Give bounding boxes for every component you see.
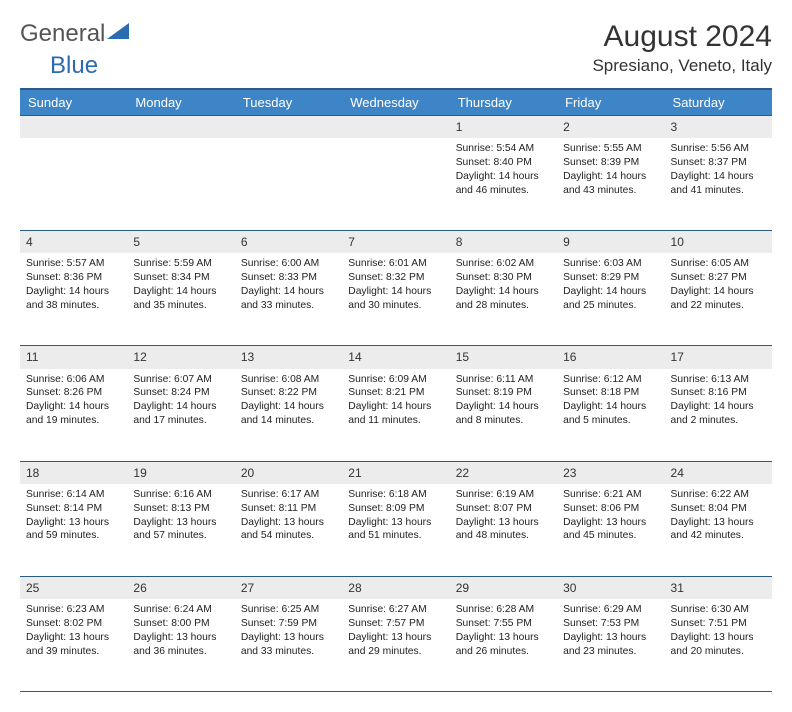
day-number bbox=[235, 116, 342, 139]
day-detail: Sunrise: 6:17 AM Sunset: 8:11 PM Dayligh… bbox=[235, 484, 342, 577]
day-number: 3 bbox=[665, 116, 772, 139]
col-saturday: Saturday bbox=[665, 89, 772, 116]
detail-row: Sunrise: 5:57 AM Sunset: 8:36 PM Dayligh… bbox=[20, 253, 772, 346]
day-number: 28 bbox=[342, 576, 449, 599]
weekday-header-row: Sunday Monday Tuesday Wednesday Thursday… bbox=[20, 89, 772, 116]
detail-row: Sunrise: 6:06 AM Sunset: 8:26 PM Dayligh… bbox=[20, 369, 772, 462]
day-number: 17 bbox=[665, 346, 772, 369]
logo: General bbox=[20, 20, 129, 48]
detail-row: Sunrise: 6:23 AM Sunset: 8:02 PM Dayligh… bbox=[20, 599, 772, 692]
day-number: 18 bbox=[20, 461, 127, 484]
day-number: 19 bbox=[127, 461, 234, 484]
day-number bbox=[127, 116, 234, 139]
day-detail: Sunrise: 6:29 AM Sunset: 7:53 PM Dayligh… bbox=[557, 599, 664, 692]
day-detail: Sunrise: 6:08 AM Sunset: 8:22 PM Dayligh… bbox=[235, 369, 342, 462]
day-detail: Sunrise: 5:56 AM Sunset: 8:37 PM Dayligh… bbox=[665, 138, 772, 231]
day-number bbox=[20, 116, 127, 139]
day-detail bbox=[235, 138, 342, 231]
day-detail: Sunrise: 6:25 AM Sunset: 7:59 PM Dayligh… bbox=[235, 599, 342, 692]
day-detail: Sunrise: 6:02 AM Sunset: 8:30 PM Dayligh… bbox=[450, 253, 557, 346]
day-detail: Sunrise: 6:03 AM Sunset: 8:29 PM Dayligh… bbox=[557, 253, 664, 346]
day-detail: Sunrise: 5:57 AM Sunset: 8:36 PM Dayligh… bbox=[20, 253, 127, 346]
day-detail: Sunrise: 6:18 AM Sunset: 8:09 PM Dayligh… bbox=[342, 484, 449, 577]
day-detail bbox=[342, 138, 449, 231]
day-number: 9 bbox=[557, 231, 664, 254]
day-detail: Sunrise: 6:16 AM Sunset: 8:13 PM Dayligh… bbox=[127, 484, 234, 577]
day-number: 21 bbox=[342, 461, 449, 484]
day-number: 6 bbox=[235, 231, 342, 254]
logo-text-1: General bbox=[20, 20, 105, 48]
day-number: 29 bbox=[450, 576, 557, 599]
day-detail: Sunrise: 6:07 AM Sunset: 8:24 PM Dayligh… bbox=[127, 369, 234, 462]
day-number: 5 bbox=[127, 231, 234, 254]
day-detail bbox=[20, 138, 127, 231]
day-number: 25 bbox=[20, 576, 127, 599]
day-number: 23 bbox=[557, 461, 664, 484]
day-detail: Sunrise: 6:21 AM Sunset: 8:06 PM Dayligh… bbox=[557, 484, 664, 577]
day-number: 8 bbox=[450, 231, 557, 254]
calendar: Sunday Monday Tuesday Wednesday Thursday… bbox=[20, 88, 772, 692]
daynum-row: 11121314151617 bbox=[20, 346, 772, 369]
month-title: August 2024 bbox=[592, 20, 772, 54]
day-detail: Sunrise: 6:13 AM Sunset: 8:16 PM Dayligh… bbox=[665, 369, 772, 462]
day-detail: Sunrise: 6:23 AM Sunset: 8:02 PM Dayligh… bbox=[20, 599, 127, 692]
day-number: 12 bbox=[127, 346, 234, 369]
day-number: 1 bbox=[450, 116, 557, 139]
day-detail: Sunrise: 6:12 AM Sunset: 8:18 PM Dayligh… bbox=[557, 369, 664, 462]
day-detail: Sunrise: 6:22 AM Sunset: 8:04 PM Dayligh… bbox=[665, 484, 772, 577]
daynum-row: 25262728293031 bbox=[20, 576, 772, 599]
day-number: 4 bbox=[20, 231, 127, 254]
day-detail: Sunrise: 6:01 AM Sunset: 8:32 PM Dayligh… bbox=[342, 253, 449, 346]
day-detail: Sunrise: 5:59 AM Sunset: 8:34 PM Dayligh… bbox=[127, 253, 234, 346]
day-detail bbox=[127, 138, 234, 231]
day-detail: Sunrise: 6:11 AM Sunset: 8:19 PM Dayligh… bbox=[450, 369, 557, 462]
detail-row: Sunrise: 6:14 AM Sunset: 8:14 PM Dayligh… bbox=[20, 484, 772, 577]
day-number: 13 bbox=[235, 346, 342, 369]
day-number: 22 bbox=[450, 461, 557, 484]
day-detail: Sunrise: 6:19 AM Sunset: 8:07 PM Dayligh… bbox=[450, 484, 557, 577]
day-number bbox=[342, 116, 449, 139]
day-detail: Sunrise: 6:30 AM Sunset: 7:51 PM Dayligh… bbox=[665, 599, 772, 692]
col-tuesday: Tuesday bbox=[235, 89, 342, 116]
day-number: 10 bbox=[665, 231, 772, 254]
day-number: 2 bbox=[557, 116, 664, 139]
day-detail: Sunrise: 5:54 AM Sunset: 8:40 PM Dayligh… bbox=[450, 138, 557, 231]
day-number: 27 bbox=[235, 576, 342, 599]
logo-text-2: Blue bbox=[50, 52, 792, 80]
day-detail: Sunrise: 6:27 AM Sunset: 7:57 PM Dayligh… bbox=[342, 599, 449, 692]
day-number: 7 bbox=[342, 231, 449, 254]
day-number: 24 bbox=[665, 461, 772, 484]
day-detail: Sunrise: 6:24 AM Sunset: 8:00 PM Dayligh… bbox=[127, 599, 234, 692]
daynum-row: 45678910 bbox=[20, 231, 772, 254]
daynum-row: 123 bbox=[20, 116, 772, 139]
triangle-icon bbox=[107, 20, 129, 48]
day-detail: Sunrise: 6:09 AM Sunset: 8:21 PM Dayligh… bbox=[342, 369, 449, 462]
day-detail: Sunrise: 6:00 AM Sunset: 8:33 PM Dayligh… bbox=[235, 253, 342, 346]
day-number: 15 bbox=[450, 346, 557, 369]
day-detail: Sunrise: 6:06 AM Sunset: 8:26 PM Dayligh… bbox=[20, 369, 127, 462]
day-number: 26 bbox=[127, 576, 234, 599]
col-friday: Friday bbox=[557, 89, 664, 116]
col-monday: Monday bbox=[127, 89, 234, 116]
day-detail: Sunrise: 5:55 AM Sunset: 8:39 PM Dayligh… bbox=[557, 138, 664, 231]
day-number: 31 bbox=[665, 576, 772, 599]
detail-row: Sunrise: 5:54 AM Sunset: 8:40 PM Dayligh… bbox=[20, 138, 772, 231]
day-number: 16 bbox=[557, 346, 664, 369]
day-number: 30 bbox=[557, 576, 664, 599]
day-detail: Sunrise: 6:28 AM Sunset: 7:55 PM Dayligh… bbox=[450, 599, 557, 692]
day-detail: Sunrise: 6:14 AM Sunset: 8:14 PM Dayligh… bbox=[20, 484, 127, 577]
day-detail: Sunrise: 6:05 AM Sunset: 8:27 PM Dayligh… bbox=[665, 253, 772, 346]
daynum-row: 18192021222324 bbox=[20, 461, 772, 484]
day-number: 14 bbox=[342, 346, 449, 369]
day-number: 11 bbox=[20, 346, 127, 369]
col-thursday: Thursday bbox=[450, 89, 557, 116]
col-wednesday: Wednesday bbox=[342, 89, 449, 116]
day-number: 20 bbox=[235, 461, 342, 484]
col-sunday: Sunday bbox=[20, 89, 127, 116]
